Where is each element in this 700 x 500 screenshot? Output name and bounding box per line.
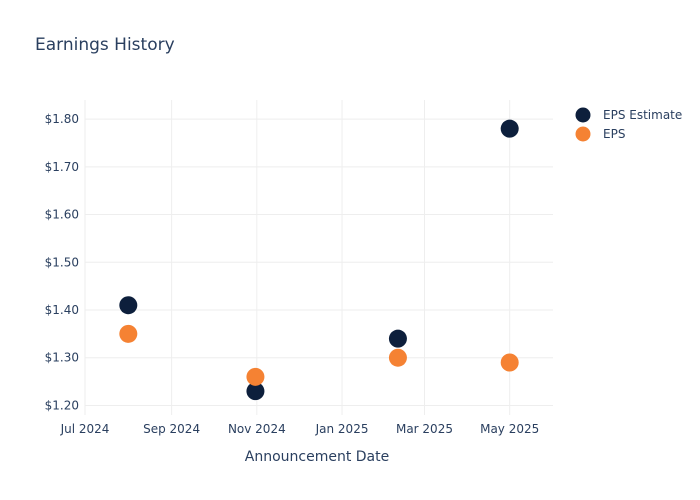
legend-marker	[575, 126, 591, 142]
data-points	[119, 119, 519, 401]
eps-estimate-point	[388, 329, 407, 348]
x-tick-label: Mar 2025	[396, 422, 453, 436]
eps-point	[119, 324, 138, 343]
eps-estimate-point	[246, 382, 265, 401]
legend-marker	[575, 107, 591, 123]
y-tick-label: $1.80	[45, 112, 79, 126]
y-tick-label: $1.20	[45, 398, 79, 412]
y-tick-label: $1.60	[45, 208, 79, 222]
eps-estimate-point	[119, 296, 138, 315]
x-axis-ticks: Jul 2024 Sep 2024 Nov 2024 Jan 2025 Mar 2025…	[60, 422, 540, 436]
chart-title: Earnings History	[35, 35, 175, 55]
x-tick-label: Nov 2024	[228, 422, 286, 436]
y-tick-label: $1.30	[45, 351, 79, 365]
x-tick-label: May 2025	[480, 422, 539, 436]
x-axis-title: Announcement Date	[245, 449, 389, 465]
grid-lines	[84, 100, 553, 415]
eps-point	[388, 348, 407, 367]
eps-point	[246, 367, 265, 386]
legend: EPS Estimate EPS	[575, 107, 682, 142]
eps-point	[500, 353, 519, 372]
x-tick-label: Sep 2024	[143, 422, 200, 436]
eps-estimate-point	[500, 119, 519, 138]
legend-label: EPS Estimate	[603, 108, 682, 122]
y-tick-label: $1.70	[45, 160, 79, 174]
x-tick-label: Jul 2024	[60, 422, 110, 436]
y-tick-label: $1.40	[45, 303, 79, 317]
y-axis-ticks: $1.20 $1.30 $1.40 $1.50 $1.60 $1.70 $1.80	[45, 112, 79, 412]
legend-label: EPS	[603, 127, 625, 141]
y-tick-label: $1.50	[45, 255, 79, 269]
x-tick-label: Jan 2025	[315, 422, 369, 436]
